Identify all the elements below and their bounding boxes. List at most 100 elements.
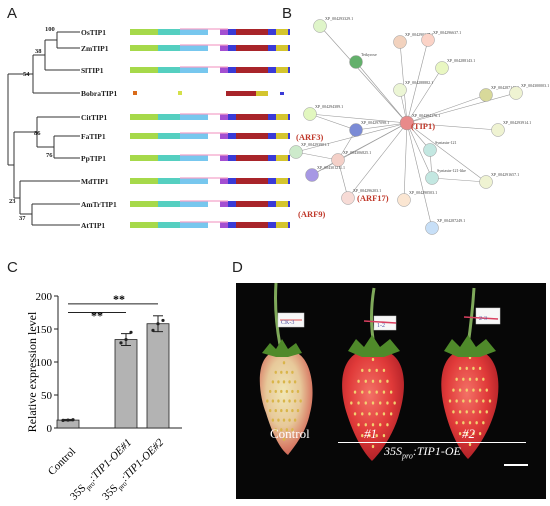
network-node	[509, 86, 523, 100]
data-point	[129, 330, 133, 334]
network-edge	[355, 122, 408, 131]
seed	[274, 408, 277, 413]
domain-segment	[220, 222, 228, 228]
seed	[266, 399, 269, 403]
domain-overlay	[180, 132, 228, 134]
chart-plot: 0 50 100 150 200 ** **	[36, 291, 182, 435]
seed	[448, 399, 452, 403]
seed	[462, 421, 465, 425]
seed	[465, 432, 468, 436]
seed	[291, 370, 294, 374]
tag-text: 2-3	[479, 316, 487, 322]
seed	[282, 399, 286, 403]
network-node-label: XP_004287249.1	[437, 218, 465, 223]
y-tick-label: 200	[36, 291, 53, 303]
seed	[488, 399, 492, 403]
seed	[371, 401, 375, 405]
seed	[472, 432, 475, 436]
taxon-label: PpTIP1	[81, 154, 106, 163]
bar	[114, 339, 138, 429]
genotype-subscript: pro	[402, 451, 413, 461]
bootstrap-value: 100	[45, 26, 55, 33]
domain-bars	[130, 28, 290, 228]
bootstrap-value: 76	[46, 152, 53, 159]
seed	[389, 390, 393, 394]
seed	[364, 423, 367, 427]
tag-oe1: 1-2	[363, 315, 397, 331]
seed	[478, 366, 482, 370]
seed	[455, 377, 458, 381]
seed	[282, 418, 286, 422]
domain-segment	[276, 45, 288, 51]
domain-segment	[180, 201, 208, 207]
seed	[361, 368, 364, 372]
network-edge	[319, 25, 408, 124]
label-control: Control	[270, 426, 310, 441]
domain-segment	[158, 133, 180, 139]
data-point	[61, 418, 65, 423]
seed	[293, 418, 297, 422]
network-edge	[406, 122, 487, 183]
seed	[368, 412, 371, 416]
domain-segment	[130, 45, 158, 51]
seed	[379, 401, 382, 405]
seed	[280, 408, 283, 413]
domain-segment	[130, 133, 158, 139]
significance-mark: **	[113, 292, 125, 306]
seed	[274, 389, 277, 394]
arf17-label: (ARF17)	[357, 193, 389, 203]
seed	[386, 423, 389, 427]
seed	[368, 368, 371, 372]
seed	[280, 428, 283, 432]
seed	[455, 399, 458, 403]
seed	[468, 377, 472, 381]
domain-segment	[288, 155, 290, 161]
domain-segment	[220, 29, 228, 35]
network-highlight-labels: (TIP1) (ARF3) (ARF9) (ARF17)	[296, 121, 435, 219]
genotype-underline	[338, 442, 526, 443]
network-node-label: XP_004296637.1	[433, 30, 461, 35]
bootstrap-value: 23	[9, 198, 16, 205]
network-node-label: Syntaxin-121	[435, 140, 457, 145]
seed	[452, 388, 455, 392]
seed	[462, 399, 465, 403]
domain-segment	[288, 114, 290, 120]
network-node	[421, 33, 435, 47]
genotype-label: 35Spro:TIP1-OE	[384, 444, 461, 460]
seed	[468, 421, 472, 425]
network-node	[341, 191, 355, 205]
seed	[285, 389, 289, 394]
strawberry-oe2	[441, 349, 499, 459]
domain-segment	[208, 45, 220, 51]
domain-segment	[133, 91, 137, 95]
seed	[371, 357, 375, 362]
label-oe1: #1	[364, 426, 377, 441]
seed	[382, 368, 386, 372]
seed	[277, 380, 280, 384]
domain-overlay	[180, 177, 228, 179]
network-node-label: XP_004288143.1	[447, 58, 475, 63]
bootstrap-values: 100 38 54 86 76 23 37	[9, 26, 55, 222]
seed	[368, 434, 371, 438]
seed	[282, 361, 286, 365]
network-edge	[355, 61, 408, 124]
domain-segment	[180, 67, 208, 73]
tree-branches	[7, 31, 80, 226]
seed	[296, 408, 300, 413]
seed	[465, 410, 468, 414]
network-node	[479, 175, 493, 189]
domain-segment	[220, 201, 228, 207]
network-node	[393, 83, 407, 97]
domain-segment	[158, 222, 180, 228]
network-node	[425, 171, 439, 185]
domain-segment	[130, 67, 158, 73]
seed	[288, 418, 291, 422]
x-tick-label-control: Control	[46, 446, 78, 478]
seed	[379, 423, 382, 427]
seed	[375, 434, 378, 438]
domain-segment	[158, 114, 180, 120]
domain-segment	[220, 133, 228, 139]
domain-segment	[288, 29, 290, 35]
seed	[282, 380, 286, 384]
taxon-label: SlTIP1	[81, 66, 104, 75]
